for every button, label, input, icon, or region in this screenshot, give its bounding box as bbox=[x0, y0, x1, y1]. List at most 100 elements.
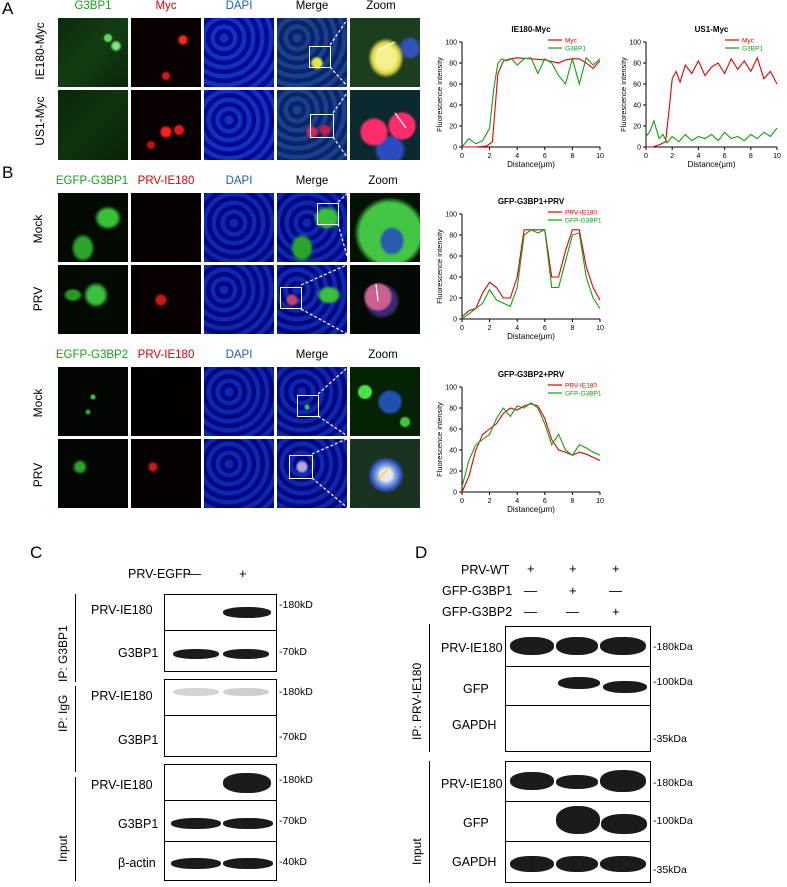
group-bracket bbox=[75, 594, 76, 682]
chart-gfp-g3bp1-prv: GFP-G3BP1+PRV 0 20 40 60 80 100 0 2 4 6 8 10 Distance… bbox=[435, 197, 604, 341]
blot-band bbox=[510, 856, 554, 872]
y-axis-label: Fluorescence intensity bbox=[435, 57, 444, 132]
col-title-zoom: Zoom bbox=[366, 0, 396, 12]
group-bracket bbox=[75, 777, 76, 881]
group-label-input: Input bbox=[410, 838, 424, 865]
condition-label: GFP-G3BP2 bbox=[442, 605, 513, 619]
y-tick-label: 40 bbox=[449, 448, 457, 455]
lane-sign: — bbox=[524, 604, 537, 619]
mw-label: -180kD bbox=[279, 686, 313, 698]
group-label-ip-g3bp1: IP: G3BP1 bbox=[56, 625, 70, 682]
blot-row-label: GFP bbox=[463, 682, 489, 696]
micro-a-us1-dapi bbox=[203, 89, 275, 161]
panel-label-a: A bbox=[2, 0, 14, 18]
group-label-ip-igg: IP: IgG bbox=[56, 694, 70, 732]
col-title-zoom-2: Zoom bbox=[368, 349, 398, 361]
x-tick-label: 6 bbox=[543, 153, 547, 160]
y-tick-label: 20 bbox=[449, 469, 457, 476]
micro-b2-mock-zoom bbox=[349, 366, 421, 437]
x-tick-label: 10 bbox=[773, 153, 781, 160]
x-tick-label: 4 bbox=[696, 153, 700, 160]
series-line bbox=[461, 228, 601, 320]
y-tick-label: 80 bbox=[633, 61, 641, 68]
panel-label-c: C bbox=[30, 543, 43, 562]
blot-strip bbox=[164, 594, 277, 631]
blot-band bbox=[223, 607, 271, 618]
x-tick-label: 2 bbox=[670, 153, 674, 160]
micro-a-us1-g3bp1 bbox=[57, 89, 129, 161]
legend-label: GFP-G3BP1 bbox=[565, 218, 602, 225]
panel-label-d: D bbox=[415, 543, 428, 562]
mw-label: -180kD bbox=[279, 774, 313, 786]
mw-label: -100kDa bbox=[653, 815, 693, 827]
blot-row-label: β-actin bbox=[118, 856, 156, 870]
blot-band bbox=[223, 688, 269, 696]
y-tick-label: 100 bbox=[445, 212, 457, 219]
x-axis-label: Distance(μm) bbox=[507, 505, 555, 514]
lane-sign: — bbox=[566, 604, 579, 619]
series-line bbox=[646, 56, 778, 148]
micro-b2-prv-zoom bbox=[349, 438, 421, 509]
col-title-merge-2: Merge bbox=[295, 349, 329, 361]
mw-label: -70kD bbox=[279, 731, 308, 743]
series-line bbox=[462, 57, 601, 148]
x-tick-label: 0 bbox=[460, 325, 464, 332]
micro-b1-prv-g3bp1 bbox=[57, 264, 129, 335]
x-tick-label: 10 bbox=[596, 325, 604, 332]
legend-label: PRV-IE180 bbox=[565, 210, 597, 217]
series-line bbox=[645, 119, 778, 144]
group-bracket bbox=[429, 624, 430, 752]
blot-strip bbox=[505, 705, 651, 752]
x-tick-label: 6 bbox=[723, 153, 727, 160]
mw-label: -70kD bbox=[279, 646, 308, 658]
x-tick-label: 4 bbox=[515, 498, 519, 505]
y-tick-label: 100 bbox=[629, 40, 641, 47]
x-tick-label: 6 bbox=[543, 498, 547, 505]
y-tick-label: 80 bbox=[449, 406, 457, 413]
blot-band bbox=[601, 814, 647, 834]
y-tick-label: 0 bbox=[453, 145, 457, 152]
legend-label: Myc bbox=[565, 38, 578, 45]
y-tick-label: 100 bbox=[445, 385, 457, 392]
y-tick-label: 0 bbox=[637, 145, 641, 152]
micro-b1-prv-ie180 bbox=[130, 264, 202, 335]
blot-band bbox=[223, 649, 269, 659]
micro-b1-prv-merge bbox=[276, 264, 348, 335]
group-label-ip-prv-ie180: IP: PRV-IE180 bbox=[410, 662, 424, 740]
lane-sign: + bbox=[569, 561, 577, 576]
col-title-g3bp1: G3BP1 bbox=[74, 0, 112, 12]
y-axis-label: Fluorescence intensity bbox=[435, 229, 444, 304]
mw-label: -70kD bbox=[279, 815, 308, 827]
micro-b1-mock-dapi bbox=[203, 192, 275, 263]
blot-row-label: G3BP1 bbox=[118, 646, 159, 660]
legend-label: Myc bbox=[742, 38, 755, 45]
blot-strip bbox=[505, 761, 651, 802]
blot-row-label: PRV-IE180 bbox=[91, 778, 153, 792]
lane-sign: + bbox=[612, 561, 620, 576]
lane-sign: — bbox=[188, 566, 201, 581]
zoom-region-box bbox=[309, 46, 331, 68]
blot-band bbox=[171, 858, 221, 869]
blot-row-label: G3BP1 bbox=[118, 817, 159, 831]
treatment-label: PRV-EGFP bbox=[128, 567, 191, 581]
x-tick-label: 4 bbox=[515, 325, 519, 332]
micro-a-ie180-g3bp1 bbox=[57, 17, 129, 88]
x-tick-label: 8 bbox=[570, 325, 574, 332]
x-tick-label: 0 bbox=[460, 153, 464, 160]
x-axis-label: Distance(μm) bbox=[507, 332, 555, 341]
y-tick-label: 100 bbox=[445, 40, 457, 47]
col-title-prv-ie180-2: PRV-IE180 bbox=[137, 349, 195, 361]
x-axis-label: Distance(μm) bbox=[688, 160, 736, 169]
blot-band bbox=[556, 775, 598, 789]
blot-band bbox=[173, 688, 219, 696]
blot-row-label: GAPDH bbox=[452, 855, 497, 869]
micro-b1-mock-zoom bbox=[349, 192, 421, 263]
x-tick-label: 10 bbox=[596, 153, 604, 160]
blot-band bbox=[510, 772, 554, 790]
col-title-myc: Myc bbox=[155, 0, 177, 12]
series-line bbox=[461, 56, 601, 148]
legend-label: GFP-G3BP1 bbox=[565, 391, 602, 398]
micro-a-ie180-myc bbox=[130, 17, 202, 88]
micro-b2-prv-merge bbox=[276, 438, 348, 509]
y-axis-label: Fluorescence intensity bbox=[619, 57, 628, 132]
